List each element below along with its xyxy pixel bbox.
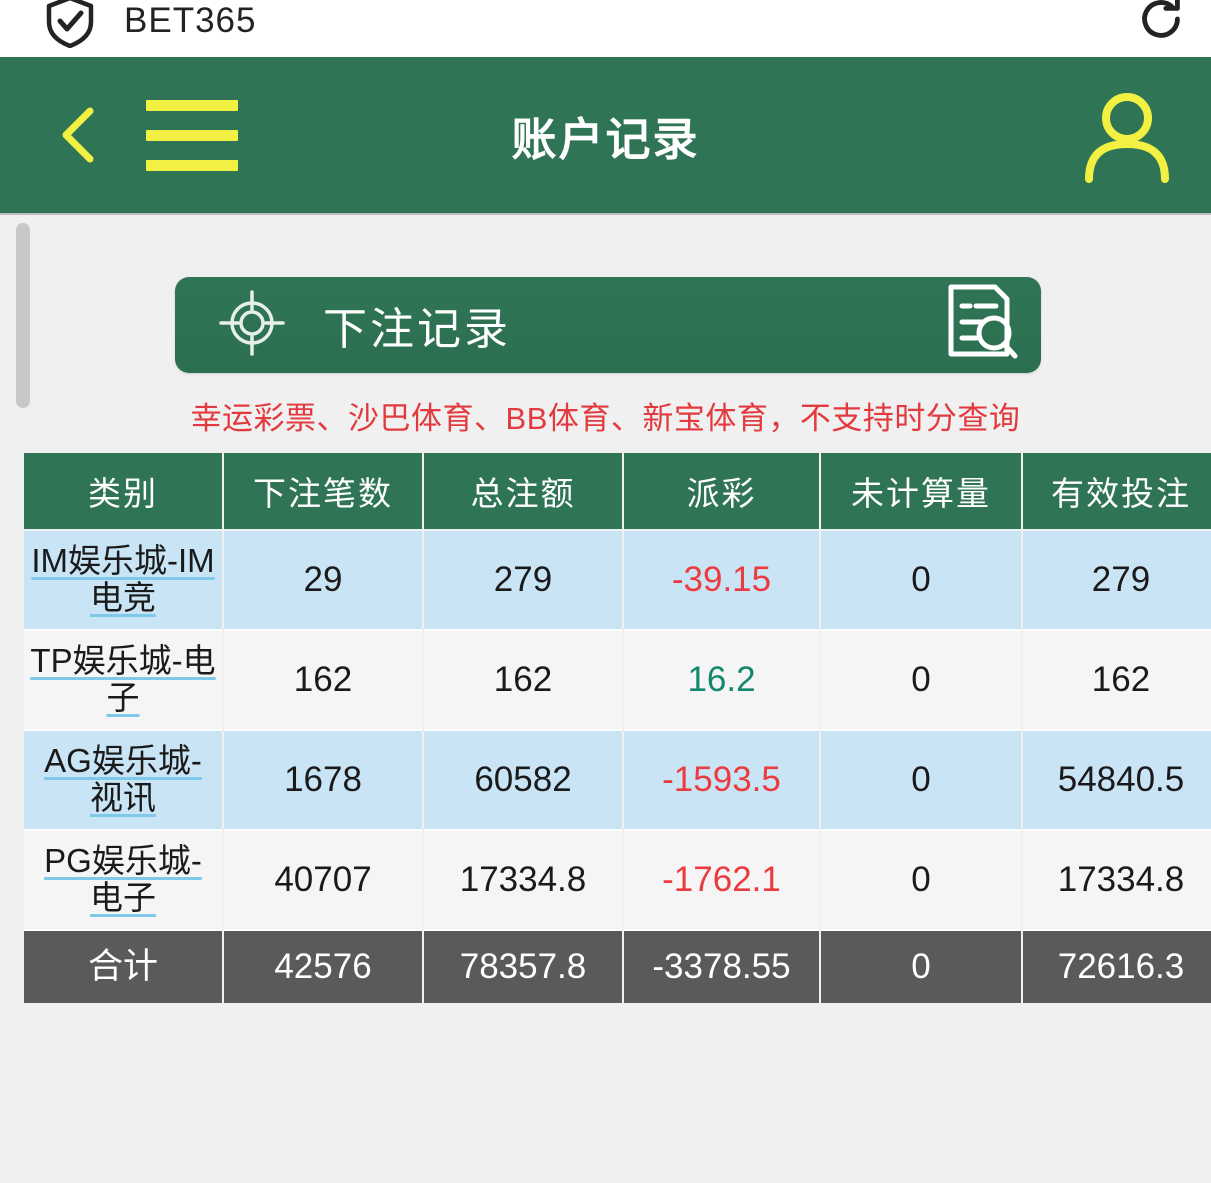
app-header-bar: 账户记录 xyxy=(0,57,1211,213)
cell-category[interactable]: IM娱乐城-IM电竞 xyxy=(24,531,222,631)
reload-icon[interactable] xyxy=(1133,0,1189,47)
cell-payout: 16.2 xyxy=(624,631,819,731)
user-avatar-icon[interactable] xyxy=(1079,87,1175,183)
col-header-bet-count: 下注笔数 xyxy=(224,453,422,531)
cell-bet-count: 40707 xyxy=(224,831,422,931)
page-body: 下注记录 幸运彩票、沙巴体育、BB体育、新宝体育，不支持时分查询 类别 xyxy=(0,213,1211,1183)
hamburger-menu-icon[interactable] xyxy=(146,99,238,171)
col-header-total-stake: 总注额 xyxy=(424,453,622,531)
cell-total-valid-bet: 72616.3 xyxy=(1023,931,1211,1003)
category-link[interactable]: PG娱乐城-电子 xyxy=(44,842,202,916)
cell-payout: -1762.1 xyxy=(624,831,819,931)
category-link[interactable]: TP娱乐城-电子 xyxy=(30,642,216,716)
account-records-table: 类别 下注笔数 总注额 派彩 未计算量 有效投注 IM娱乐城-IM电竞 29 2… xyxy=(22,453,1211,1003)
col-header-uncounted: 未计算量 xyxy=(821,453,1021,531)
cell-valid-bet: 279 xyxy=(1023,531,1211,631)
cell-total-stake: 162 xyxy=(424,631,622,731)
cell-total-payout: -3378.55 xyxy=(624,931,819,1003)
table-row: IM娱乐城-IM电竞 29 279 -39.15 0 279 xyxy=(24,531,1211,631)
vertical-scrollbar[interactable] xyxy=(16,223,30,653)
table-row: PG娱乐城-电子 40707 17334.8 -1762.1 0 17334.8 xyxy=(24,831,1211,931)
table-row: AG娱乐城-视讯 1678 60582 -1593.5 0 54840.5 xyxy=(24,731,1211,831)
table-header-row: 类别 下注笔数 总注额 派彩 未计算量 有效投注 xyxy=(24,453,1211,531)
table-total-row: 合计 42576 78357.8 -3378.55 0 72616.3 xyxy=(24,931,1211,1003)
betting-records-button[interactable]: 下注记录 xyxy=(175,277,1041,373)
cell-bet-count: 1678 xyxy=(224,731,422,831)
hamburger-line-1 xyxy=(146,99,238,111)
cell-total-bet-count: 42576 xyxy=(224,931,422,1003)
cell-payout: -39.15 xyxy=(624,531,819,631)
cell-uncounted: 0 xyxy=(821,631,1021,731)
cell-total-stake: 17334.8 xyxy=(424,831,622,931)
betting-records-label: 下注记录 xyxy=(323,305,511,354)
cell-payout: -1593.5 xyxy=(624,731,819,831)
shield-check-icon xyxy=(44,0,96,48)
cell-bet-count: 162 xyxy=(224,631,422,731)
document-search-icon[interactable] xyxy=(943,282,1019,369)
cell-valid-bet: 162 xyxy=(1023,631,1211,731)
hamburger-line-3 xyxy=(146,159,238,171)
cell-bet-count: 29 xyxy=(224,531,422,631)
cell-valid-bet: 17334.8 xyxy=(1023,831,1211,931)
scrollbar-thumb[interactable] xyxy=(16,223,30,408)
brand-title: BET365 xyxy=(124,0,257,40)
hamburger-line-2 xyxy=(146,129,238,141)
cell-uncounted: 0 xyxy=(821,531,1021,631)
unsupported-notice: 幸运彩票、沙巴体育、BB体育、新宝体育，不支持时分查询 xyxy=(190,401,1021,436)
table-header: 类别 下注笔数 总注额 派彩 未计算量 有效投注 xyxy=(24,453,1211,531)
cell-category[interactable]: PG娱乐城-电子 xyxy=(24,831,222,931)
cell-category[interactable]: AG娱乐城-视讯 xyxy=(24,731,222,831)
chevron-left-icon[interactable] xyxy=(58,106,98,164)
col-header-payout: 派彩 xyxy=(624,453,819,531)
col-header-category: 类别 xyxy=(24,453,222,531)
browser-top-bar: BET365 xyxy=(0,0,1211,57)
cell-total-stake: 60582 xyxy=(424,731,622,831)
cell-total-label: 合计 xyxy=(24,931,222,1003)
cell-total-stake: 279 xyxy=(424,531,622,631)
crosshair-target-icon xyxy=(219,289,285,361)
cell-uncounted: 0 xyxy=(821,731,1021,831)
category-link[interactable]: AG娱乐城-视讯 xyxy=(44,742,202,816)
cell-total-stake: 78357.8 xyxy=(424,931,622,1003)
cell-uncounted: 0 xyxy=(821,831,1021,931)
cell-valid-bet: 54840.5 xyxy=(1023,731,1211,831)
cell-total-uncounted: 0 xyxy=(821,931,1021,1003)
table-body: IM娱乐城-IM电竞 29 279 -39.15 0 279 TP娱乐城-电子 … xyxy=(24,531,1211,1003)
category-link[interactable]: IM娱乐城-IM电竞 xyxy=(31,542,215,616)
table-row: TP娱乐城-电子 162 162 16.2 0 162 xyxy=(24,631,1211,731)
col-header-valid-bet: 有效投注 xyxy=(1023,453,1211,531)
cell-category[interactable]: TP娱乐城-电子 xyxy=(24,631,222,731)
